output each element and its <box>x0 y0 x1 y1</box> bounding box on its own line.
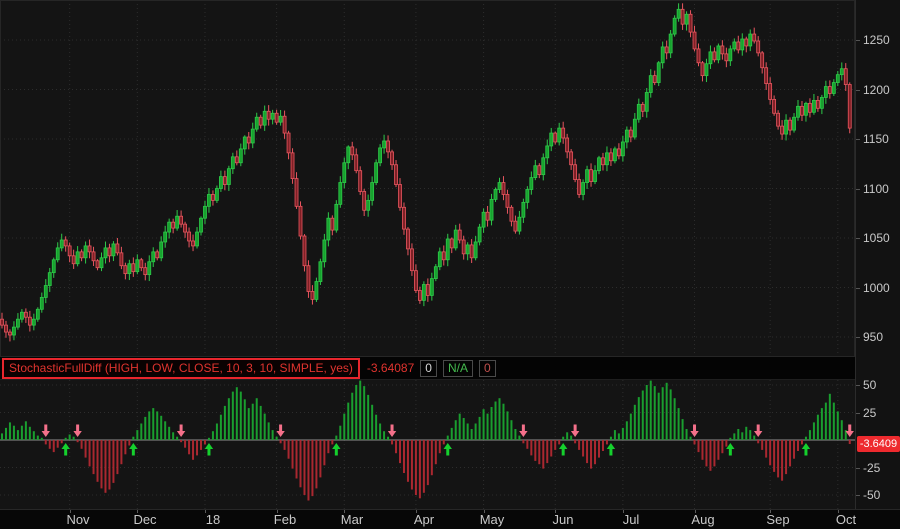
sell-arrow-icon <box>387 424 397 437</box>
axis-tick <box>856 238 860 239</box>
axis-label: 1050 <box>863 231 890 245</box>
buy-arrow-icon <box>204 443 214 456</box>
buy-arrow-icon <box>726 443 735 456</box>
study-current-value: -3.64087 <box>366 361 415 375</box>
time-tick <box>623 510 624 513</box>
buy-arrow-icon <box>558 443 568 456</box>
axis-tick <box>856 495 860 496</box>
time-label: Aug <box>691 512 715 527</box>
axis-tick <box>856 139 860 140</box>
study-plot-value: N/A <box>442 359 473 377</box>
sell-arrow-icon <box>845 424 854 437</box>
time-label: Mar <box>340 512 364 527</box>
time-label: May <box>479 512 505 527</box>
axis-label: 25 <box>863 406 877 420</box>
time-label: Sep <box>766 512 790 527</box>
buy-arrow-icon <box>332 443 341 456</box>
buy-arrow-icon <box>61 443 70 456</box>
time-tick <box>277 510 278 513</box>
time-label: Nov <box>66 512 90 527</box>
sell-arrow-icon <box>519 424 528 437</box>
price-chart-panel[interactable] <box>0 0 855 357</box>
axis-label: 1100 <box>863 182 889 196</box>
time-tick <box>695 510 696 513</box>
time-label: Jun <box>552 512 574 527</box>
axis-label: -50 <box>863 488 881 502</box>
axis-label: 1200 <box>863 83 890 97</box>
time-tick <box>70 510 71 513</box>
study-header: StochasticFullDiff (HIGH, LOW, CLOSE, 10… <box>0 357 855 380</box>
axis-tick <box>856 468 860 469</box>
time-tick <box>137 510 138 513</box>
axis-tick <box>856 189 860 190</box>
time-label: Jul <box>622 512 640 527</box>
time-tick <box>416 510 417 513</box>
buy-arrow-icon <box>801 443 811 456</box>
axis-label: 1150 <box>863 132 889 146</box>
study-plot-value: 0 <box>478 359 496 377</box>
axis-label: 1000 <box>863 281 890 295</box>
time-label: 18 <box>205 512 221 527</box>
time-tick <box>484 510 485 513</box>
study-plot-values: 0 N/A 0 <box>414 359 496 377</box>
sell-arrow-icon <box>41 424 50 437</box>
sell-arrow-icon <box>690 424 699 437</box>
axis-tick <box>856 385 860 386</box>
axis-tick <box>856 413 860 414</box>
axis-label: -25 <box>863 461 881 475</box>
time-axis[interactable]: Nov Dec 18 Feb Mar Apr May Jun Jul Aug Sep Oct <box>0 509 900 529</box>
time-tick <box>555 510 556 513</box>
buy-arrow-icon <box>129 443 138 456</box>
axis-tick <box>856 288 860 289</box>
axis-label: 950 <box>863 330 884 344</box>
study-settings-button[interactable]: StochasticFullDiff (HIGH, LOW, CLOSE, 10… <box>2 357 360 379</box>
axis-tick <box>856 90 860 91</box>
axis-label: 50 <box>863 378 877 392</box>
sell-arrow-icon <box>176 424 186 437</box>
study-histogram-panel[interactable] <box>0 380 855 509</box>
axis-tick <box>856 40 860 41</box>
time-label: Apr <box>413 512 435 527</box>
sell-arrow-icon <box>276 424 285 437</box>
time-tick <box>770 510 771 513</box>
sell-arrow-icon <box>754 424 763 437</box>
axis-label: 1250 <box>863 33 890 47</box>
axis-tick <box>856 337 860 338</box>
buy-arrow-icon <box>443 443 452 456</box>
study-current-value-badge: -3.6409 <box>857 436 900 452</box>
sell-arrow-icon <box>73 424 82 437</box>
price-axis[interactable]: 1250 1200 1150 1100 1050 1000 950 50 25 -25 -50 -3.… <box>855 0 900 509</box>
time-label: Feb <box>273 512 297 527</box>
time-label: Oct <box>835 512 857 527</box>
buy-arrow-icon <box>606 443 616 456</box>
study-plot-value: 0 <box>420 359 437 377</box>
time-label: Dec <box>133 512 157 527</box>
time-tick <box>838 510 839 513</box>
time-tick <box>205 510 206 513</box>
sell-arrow-icon <box>570 424 580 437</box>
time-tick <box>344 510 345 513</box>
